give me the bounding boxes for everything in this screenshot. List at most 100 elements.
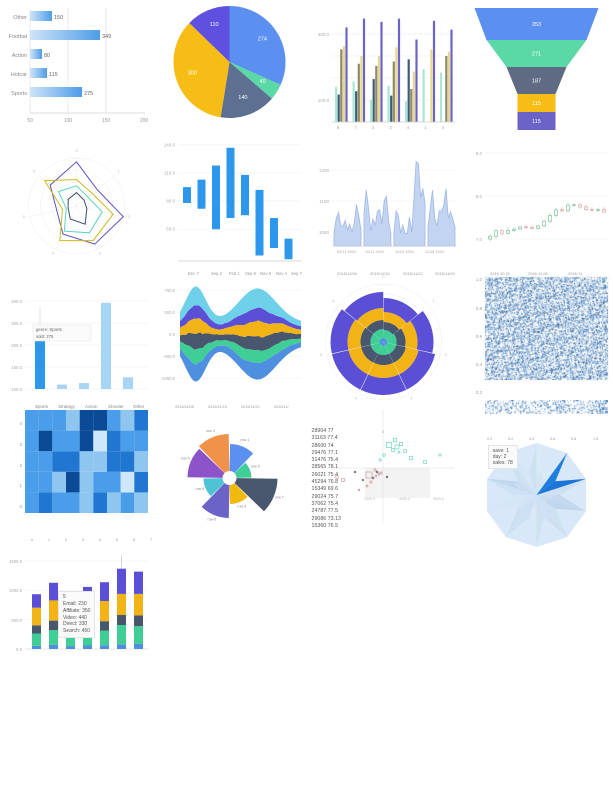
svg-text:row 8: row 8 bbox=[238, 505, 247, 509]
svg-text:140.0: 140.0 bbox=[164, 143, 176, 148]
svg-text:3: 3 bbox=[19, 442, 22, 447]
svg-text:1000.0: 1000.0 bbox=[9, 588, 22, 593]
svg-text:row 5: row 5 bbox=[251, 464, 260, 468]
svg-text:0.4: 0.4 bbox=[529, 437, 534, 441]
svg-text:50: 50 bbox=[27, 118, 33, 124]
svg-text:0.8: 0.8 bbox=[571, 437, 576, 441]
svg-text:2: 2 bbox=[128, 214, 131, 219]
svg-text:40: 40 bbox=[260, 79, 266, 85]
svg-text:row 7: row 7 bbox=[275, 496, 284, 500]
svg-text:11/04 1994: 11/04 1994 bbox=[395, 250, 414, 254]
svg-text:7: 7 bbox=[354, 125, 357, 130]
svg-text:400.0: 400.0 bbox=[317, 32, 329, 37]
svg-text:Other: Other bbox=[13, 15, 27, 21]
svg-text:7.0: 7.0 bbox=[475, 237, 482, 242]
svg-text:0.0: 0.0 bbox=[169, 332, 175, 337]
svg-text:row 1: row 1 bbox=[241, 438, 250, 442]
svg-text:5: 5 bbox=[319, 352, 322, 357]
svg-text:Nov 4: Nov 4 bbox=[276, 271, 288, 276]
svg-text:1.0: 1.0 bbox=[476, 277, 483, 282]
svg-text:6000.0: 6000.0 bbox=[433, 497, 444, 501]
svg-text:1: 1 bbox=[118, 169, 121, 174]
svg-text:3: 3 bbox=[389, 125, 392, 130]
svg-text:0: 0 bbox=[19, 504, 22, 509]
svg-text:115: 115 bbox=[532, 119, 541, 125]
svg-text:250.0: 250.0 bbox=[11, 343, 22, 348]
svg-text:115: 115 bbox=[532, 101, 541, 107]
svg-text:Strategy: Strategy bbox=[58, 404, 76, 409]
svg-text:8: 8 bbox=[336, 125, 339, 130]
svg-text:11/18 1994: 11/18 1994 bbox=[425, 250, 444, 254]
svg-text:0.2: 0.2 bbox=[476, 390, 483, 395]
svg-text:Footbal: Footbal bbox=[9, 34, 27, 40]
svg-text:4: 4 bbox=[99, 537, 102, 542]
svg-text:6: 6 bbox=[133, 537, 136, 542]
svg-text:sold: 275: sold: 275 bbox=[36, 334, 54, 339]
svg-text:187: 187 bbox=[532, 79, 541, 85]
svg-text:10/11 1994: 10/11 1994 bbox=[365, 250, 384, 254]
svg-text:0: 0 bbox=[31, 537, 34, 542]
svg-text:Nov 8: Nov 8 bbox=[260, 271, 272, 276]
svg-text:2: 2 bbox=[65, 537, 68, 542]
svg-text:row 4: row 4 bbox=[181, 457, 190, 461]
svg-text:100: 100 bbox=[64, 118, 73, 124]
svg-text:Other: Other bbox=[133, 404, 145, 409]
svg-text:100.0: 100.0 bbox=[11, 387, 22, 392]
svg-text:09/11 1994: 09/11 1994 bbox=[337, 250, 356, 254]
svg-text:271: 271 bbox=[532, 52, 541, 58]
svg-text:115: 115 bbox=[49, 72, 58, 78]
svg-text:2015/11/: 2015/11/ bbox=[274, 405, 289, 409]
svg-text:2015/11/15: 2015/11/15 bbox=[370, 271, 390, 276]
svg-text:2000.0: 2000.0 bbox=[364, 497, 375, 501]
svg-text:2016.11.: 2016.11. bbox=[568, 271, 583, 276]
svg-text:100.0: 100.0 bbox=[317, 98, 329, 103]
svg-text:2016.10.22: 2016.10.22 bbox=[490, 271, 511, 276]
svg-text:2016.11.06: 2016.11.06 bbox=[528, 271, 548, 276]
svg-text:1: 1 bbox=[371, 125, 374, 130]
svg-text:2: 2 bbox=[444, 352, 447, 357]
svg-text:Shooter: Shooter bbox=[108, 404, 124, 409]
svg-text:6: 6 bbox=[332, 298, 335, 303]
svg-text:80: 80 bbox=[44, 53, 50, 59]
svg-text:0: 0 bbox=[75, 148, 78, 153]
svg-text:1400: 1400 bbox=[318, 168, 329, 173]
svg-text:5: 5 bbox=[116, 537, 119, 542]
svg-text:Action: Action bbox=[85, 404, 98, 409]
svg-text:150.0: 150.0 bbox=[11, 365, 22, 370]
svg-text:-500.0: -500.0 bbox=[163, 354, 176, 359]
svg-text:150: 150 bbox=[102, 118, 111, 124]
svg-text:500.0: 500.0 bbox=[12, 618, 23, 623]
svg-text:2015/11/08: 2015/11/08 bbox=[175, 405, 194, 409]
svg-text:4: 4 bbox=[52, 251, 55, 256]
svg-text:0.2: 0.2 bbox=[508, 437, 513, 441]
svg-text:2015/11/22: 2015/11/22 bbox=[403, 271, 423, 276]
svg-text:2015/11/29: 2015/11/29 bbox=[435, 271, 455, 276]
svg-text:Hotcar: Hotcar bbox=[11, 72, 27, 78]
svg-text:4000.0: 4000.0 bbox=[399, 497, 410, 501]
svg-text:4: 4 bbox=[354, 395, 357, 400]
svg-text:3: 3 bbox=[82, 537, 85, 542]
svg-text:8.0: 8.0 bbox=[475, 194, 482, 199]
svg-text:row 9: row 9 bbox=[196, 487, 205, 491]
svg-text:700.0: 700.0 bbox=[165, 288, 176, 293]
svg-text:Dec 7: Dec 7 bbox=[188, 271, 200, 276]
svg-text:1500.0: 1500.0 bbox=[9, 559, 22, 564]
svg-text:200: 200 bbox=[140, 118, 149, 124]
svg-text:6: 6 bbox=[33, 169, 36, 174]
svg-text:3: 3 bbox=[99, 251, 102, 256]
svg-text:110.0: 110.0 bbox=[164, 171, 175, 176]
svg-text:300: 300 bbox=[188, 70, 197, 76]
svg-text:1100: 1100 bbox=[319, 199, 329, 204]
svg-text:Sports: Sports bbox=[11, 91, 27, 97]
svg-text:row 6: row 6 bbox=[208, 517, 217, 521]
svg-text:1: 1 bbox=[424, 125, 427, 130]
svg-text:4: 4 bbox=[406, 125, 409, 130]
svg-text:4: 4 bbox=[441, 125, 444, 130]
svg-text:2015/11/22: 2015/11/22 bbox=[241, 405, 260, 409]
svg-text:2015/11/08: 2015/11/08 bbox=[337, 271, 357, 276]
svg-text:0.6: 0.6 bbox=[476, 334, 483, 339]
svg-text:3: 3 bbox=[410, 395, 413, 400]
svg-text:500.0: 500.0 bbox=[165, 310, 176, 315]
svg-text:50.0: 50.0 bbox=[166, 227, 175, 232]
svg-text:110: 110 bbox=[210, 22, 219, 28]
